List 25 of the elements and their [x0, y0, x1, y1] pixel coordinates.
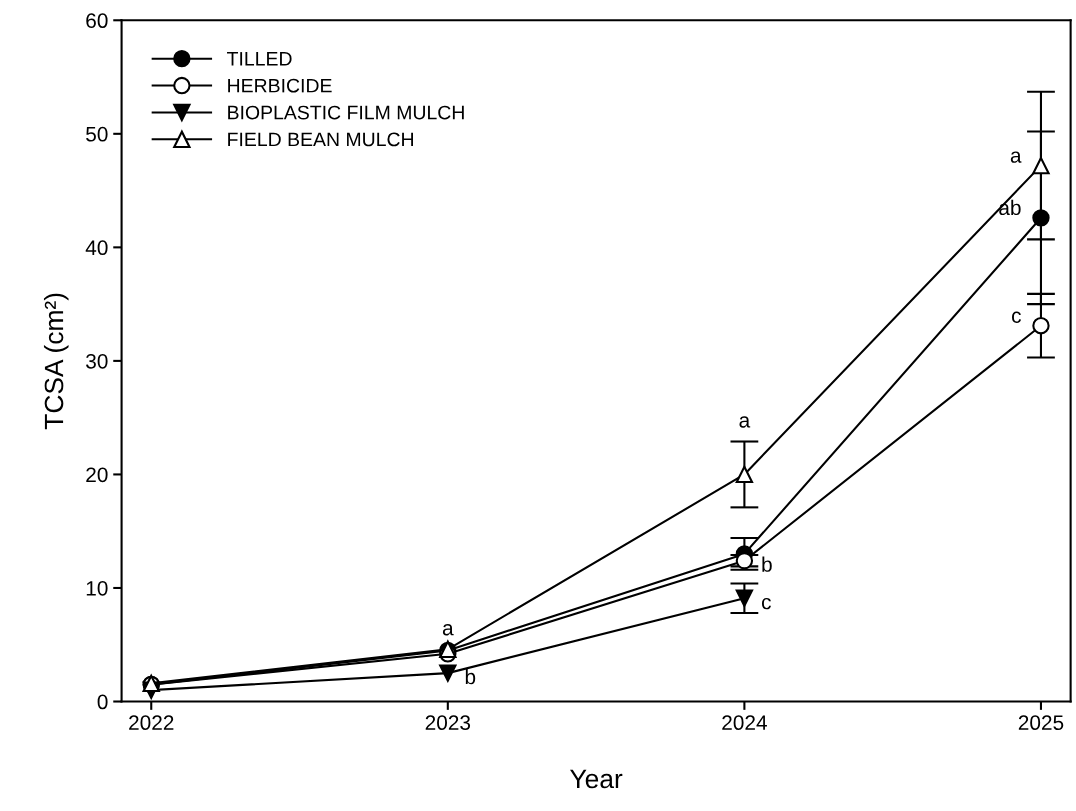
legend-label: TILLED	[227, 52, 292, 66]
annotation: b	[465, 668, 476, 685]
annotation: b	[762, 556, 772, 572]
annotation: a	[739, 416, 751, 428]
y-tick-label: 0	[97, 694, 108, 710]
legend-label: BIOPLASTIC FILM MULCH	[228, 105, 464, 120]
annotation: c	[761, 597, 771, 610]
y-tick-label: 10	[86, 580, 108, 596]
y-tick-label: 40	[85, 240, 108, 256]
x-axis-title: Year	[570, 769, 623, 789]
x-tick-label: 2025	[1018, 715, 1064, 731]
y-tick-label: 30	[86, 353, 108, 369]
x-tick-label: 2024	[722, 715, 767, 731]
x-tick-label: 2023	[425, 715, 471, 731]
y-tick-label: 20	[86, 467, 108, 483]
y-tick-label: 50	[86, 126, 108, 142]
y-axis-title: TCSA (cm²)	[43, 293, 69, 430]
annotation: a	[442, 624, 454, 636]
annotation: a	[1010, 151, 1022, 163]
legend-label: FIELD BEAN MULCH	[228, 132, 413, 147]
legend-label: HERBICIDE	[228, 78, 332, 93]
y-tick-label: 60	[86, 13, 108, 29]
annotation: c	[1011, 311, 1021, 323]
annotation: ab	[999, 199, 1021, 216]
x-tick-label: 2022	[129, 715, 174, 731]
